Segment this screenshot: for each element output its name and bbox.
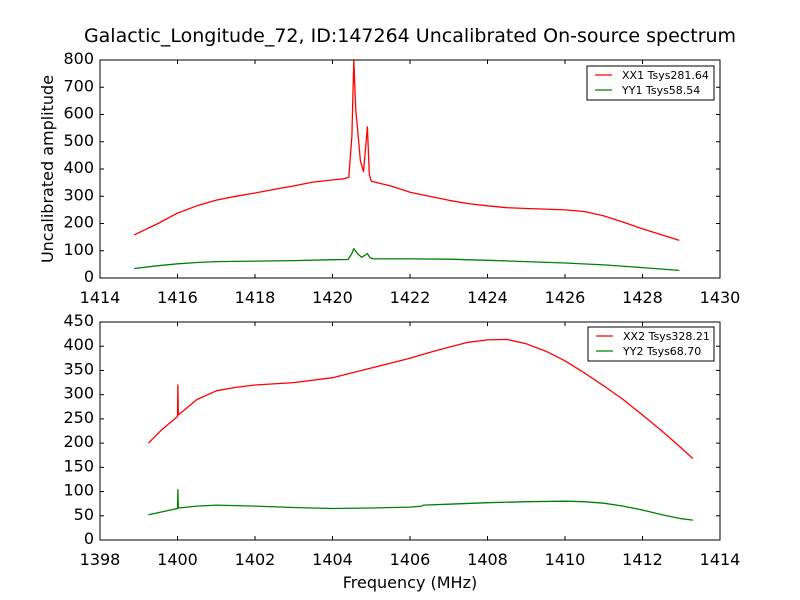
y-tick-label: 150 [63, 456, 94, 475]
legend-box [587, 326, 715, 362]
legend: XX1 Tsys281.64 YY1 Tsys58.54 [586, 65, 715, 101]
x-tick-label: 1422 [390, 288, 431, 307]
y-tick-label: 700 [63, 76, 94, 95]
x-tick-label: 1410 [545, 550, 586, 569]
x-tick-label: 1406 [390, 550, 431, 569]
y-tick-label: 200 [63, 432, 94, 451]
legend-label: XX1 Tsys281.64 [622, 69, 709, 82]
y-tick-label: 300 [63, 384, 94, 403]
x-tick-label: 1416 [157, 288, 198, 307]
y-tick-label: 400 [63, 335, 94, 354]
x-tick-label: 1426 [545, 288, 586, 307]
y-tick-label: 450 [63, 311, 94, 330]
y-tick-label: 0 [84, 267, 94, 286]
legend-box [586, 65, 715, 101]
legend: XX2 Tsys328.21 YY2 Tsys68.70 [587, 326, 715, 362]
y-tick-label: 350 [63, 359, 94, 378]
legend-label: XX2 Tsys328.21 [623, 330, 710, 343]
y-tick-label: 0 [84, 529, 94, 548]
y-tick-label: 250 [63, 408, 94, 427]
y-tick-label: 200 [63, 213, 94, 232]
y-tick-label: 100 [63, 481, 94, 500]
x-tick-label: 1398 [80, 550, 121, 569]
series-line-yy1 [134, 247, 680, 272]
x-tick-label: 1412 [622, 550, 663, 569]
x-tick-label: 1404 [312, 550, 353, 569]
x-tick-label: 1420 [312, 288, 353, 307]
chart-title: Galactic_Longitude_72, ID:147264 Uncalib… [84, 25, 736, 47]
subplot-1: 1414 1416 1418 1420 1422 1424 1426 1428 1430 0 100… [38, 25, 740, 307]
x-tick-label: 1418 [235, 288, 276, 307]
y-tick-label: 600 [63, 104, 94, 123]
y-tick-label: 500 [63, 131, 94, 150]
x-tick-label: 1414 [80, 288, 121, 307]
y-tick-label: 800 [63, 49, 94, 68]
x-tick-label: 1408 [467, 550, 508, 569]
y-axis-label: Uncalibrated amplitude [38, 75, 57, 263]
series-line-xx2 [147, 338, 694, 460]
legend-label: YY2 Tsys68.70 [622, 345, 701, 358]
y-tick-label: 100 [63, 240, 94, 259]
y-tick-label: 50 [74, 505, 94, 524]
x-tick-label: 1400 [157, 550, 198, 569]
y-tick-label: 400 [63, 158, 94, 177]
x-tick-label: 1428 [622, 288, 663, 307]
subplot-2: 1398 1400 1402 1404 1406 1408 1410 1412 1414 0 50 1… [63, 311, 740, 592]
x-tick-label: 1402 [235, 550, 276, 569]
x-tick-label: 1414 [700, 550, 741, 569]
x-tick-label: 1424 [467, 288, 508, 307]
series-line-yy2 [148, 488, 693, 521]
y-tick-label: 300 [63, 185, 94, 204]
legend-label: YY1 Tsys58.54 [621, 84, 700, 97]
x-tick-label: 1430 [700, 288, 741, 307]
x-axis-label: Frequency (MHz) [343, 573, 477, 592]
series-line-xx1 [133, 59, 680, 242]
